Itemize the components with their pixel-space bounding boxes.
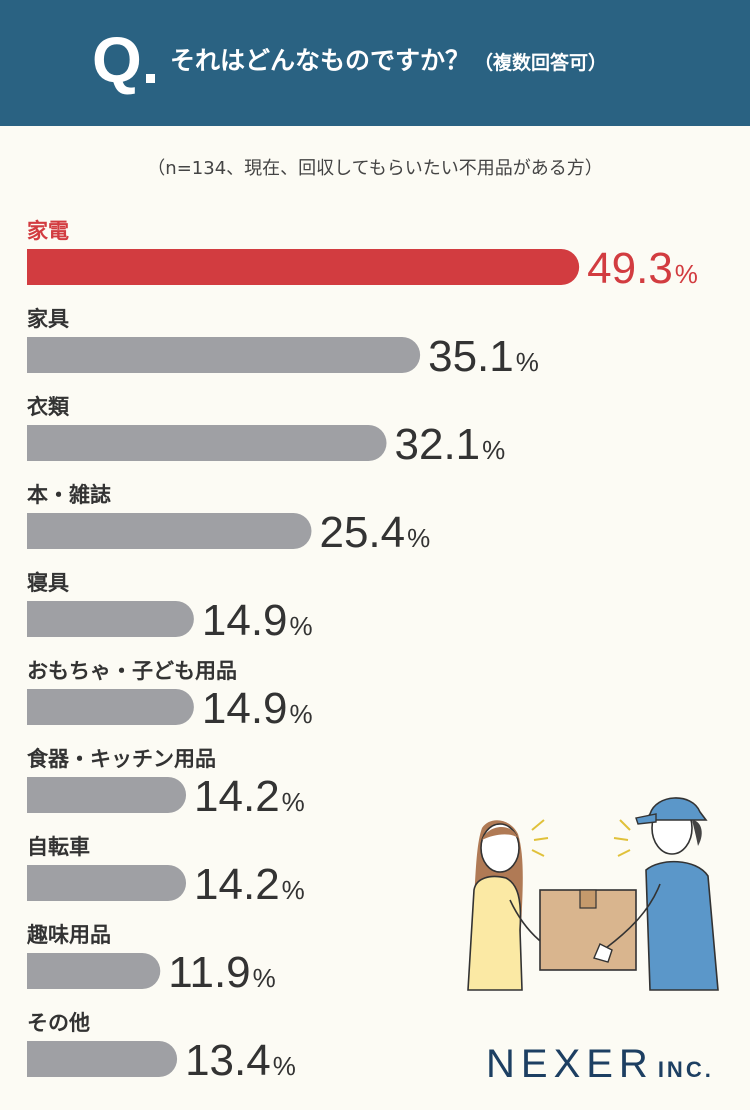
logo-name: NEXER [486, 1042, 654, 1086]
value-number: 14.2 [194, 860, 280, 909]
logo-suffix: INC. [657, 1057, 714, 1082]
bar-left-edge [27, 953, 63, 989]
value-label: 32.1% [395, 420, 506, 469]
q-mark: Q [92, 24, 142, 96]
value-unit: % [516, 347, 539, 377]
bar-left-edge [27, 1041, 63, 1077]
value-number: 13.4 [185, 1036, 271, 1085]
value-label: 49.3% [587, 244, 698, 293]
bar [27, 337, 421, 373]
question-title: それはどんなものですか？ （複数回答可） [170, 44, 607, 80]
sample-note: （n=134、現在、回収してもらいたい不用品がある方） [147, 158, 603, 179]
value-unit: % [282, 875, 305, 905]
value-unit: % [407, 523, 430, 553]
bar [27, 513, 312, 549]
value-label: 13.4% [185, 1036, 296, 1085]
value-unit: % [253, 963, 276, 993]
value-label: 14.2% [194, 772, 305, 821]
delivery-man-figure [593, 797, 719, 991]
bar [27, 601, 194, 637]
bar-left-edge [27, 513, 63, 549]
bar-left-edge [27, 777, 63, 813]
category-label: 寝具 [27, 571, 69, 595]
bar-left-edge [27, 249, 63, 285]
category-label: 家電 [27, 219, 69, 243]
value-label: 14.2% [194, 860, 305, 909]
bar [27, 777, 187, 813]
value-label: 11.9% [168, 948, 276, 997]
category-label: 自転車 [27, 835, 90, 859]
cardboard-box [539, 889, 637, 971]
bar-left-edge [27, 425, 63, 461]
value-unit: % [282, 787, 305, 817]
q-dot [146, 74, 155, 83]
question-sub: （複数回答可） [474, 52, 608, 74]
value-unit: % [675, 259, 698, 289]
bar [27, 249, 580, 285]
value-number: 32.1 [395, 420, 481, 469]
category-label: 本・雑誌 [27, 483, 111, 507]
bar [27, 1041, 178, 1077]
value-unit: % [273, 1051, 296, 1081]
category-label: おもちゃ・子ども用品 [27, 659, 237, 683]
value-label: 14.9% [202, 596, 313, 645]
header-banner: Q それはどんなものですか？ （複数回答可） [0, 0, 750, 126]
question-text: それはどんなものですか？ [170, 46, 471, 75]
value-unit: % [482, 435, 505, 465]
value-number: 25.4 [319, 508, 405, 557]
value-label: 35.1% [428, 332, 539, 381]
value-number: 14.9 [202, 596, 288, 645]
value-label: 25.4% [319, 508, 430, 557]
category-label: 食器・キッチン用品 [27, 747, 216, 771]
sparkle-lines [531, 819, 631, 857]
category-label: その他 [27, 1011, 90, 1035]
value-number: 14.2 [194, 772, 280, 821]
value-unit: % [290, 611, 313, 641]
delivery-illustration [467, 797, 719, 991]
category-label: 衣類 [27, 395, 70, 419]
category-label: 趣味用品 [26, 923, 111, 947]
nexer-logo: NEXER INC. [486, 1040, 714, 1094]
value-number: 49.3 [587, 244, 673, 293]
value-unit: % [290, 699, 313, 729]
bar-left-edge [27, 337, 63, 373]
bar [27, 689, 194, 725]
bar [27, 425, 387, 461]
value-number: 14.9 [202, 684, 288, 733]
value-label: 14.9% [202, 684, 313, 733]
bar-left-edge [27, 865, 63, 901]
bar [27, 865, 187, 901]
bar-left-edge [27, 689, 63, 725]
value-number: 11.9 [168, 948, 250, 997]
value-number: 35.1 [428, 332, 514, 381]
woman-figure [467, 820, 595, 991]
category-label: 家具 [27, 307, 69, 331]
bar-left-edge [27, 601, 63, 637]
